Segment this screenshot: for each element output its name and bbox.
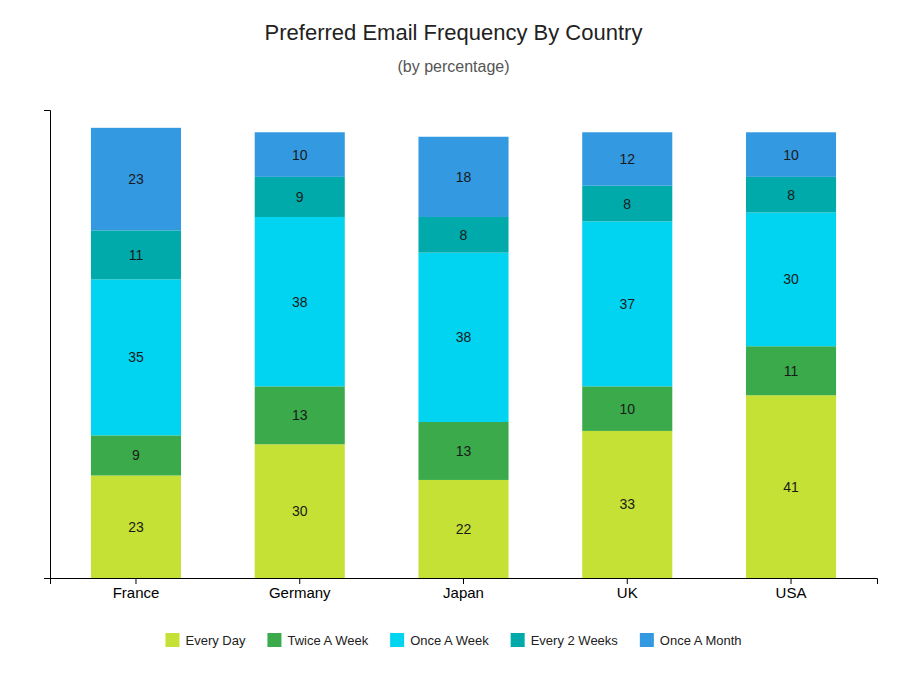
- x-tick: Japan: [443, 578, 484, 601]
- chart: Preferred Email Frequency By Country (by …: [0, 0, 907, 688]
- data-label: 41: [783, 479, 799, 495]
- data-label: 11: [784, 363, 799, 379]
- data-label: 10: [619, 401, 635, 417]
- data-label: 13: [456, 443, 472, 459]
- data-label: 9: [132, 447, 140, 463]
- legend-label: Every 2 Weeks: [531, 633, 619, 648]
- legend-swatch: [390, 633, 404, 647]
- x-axis: France Germany Japan UK USA: [51, 578, 878, 601]
- bar: [582, 431, 672, 578]
- bar: [91, 475, 181, 578]
- bar: [582, 186, 672, 222]
- bar: [418, 137, 508, 217]
- bar: [255, 444, 345, 578]
- bar: [418, 217, 508, 253]
- x-tick: UK: [617, 578, 638, 601]
- legend-label: Once A Week: [410, 633, 489, 648]
- data-label: 10: [292, 147, 308, 163]
- bar: [418, 480, 508, 578]
- bars: [91, 128, 836, 578]
- legend-item: Every Day: [165, 633, 245, 648]
- legend-swatch: [511, 633, 525, 647]
- legend-label: Once A Month: [660, 633, 742, 648]
- bar: [255, 386, 345, 444]
- data-label: 8: [787, 187, 795, 203]
- bar: [582, 386, 672, 431]
- bar: [582, 132, 672, 185]
- legend-item: Once A Month: [640, 633, 742, 648]
- x-tick-label: Germany: [269, 584, 331, 601]
- data-label: 38: [456, 329, 472, 345]
- bar: [418, 253, 508, 422]
- bar: [255, 177, 345, 217]
- x-tick-label: UK: [617, 584, 638, 601]
- title: Preferred Email Frequency By Country: [265, 20, 643, 45]
- legend-label: Twice A Week: [287, 633, 368, 648]
- bar: [582, 221, 672, 386]
- bar: [746, 132, 836, 177]
- x-tick-label: USA: [776, 584, 807, 601]
- legend-swatch: [165, 633, 179, 647]
- bar: [91, 230, 181, 279]
- bar: [91, 128, 181, 231]
- bar: [91, 435, 181, 475]
- data-label: 12: [619, 151, 635, 167]
- subtitle: (by percentage): [397, 58, 509, 75]
- bar: [746, 395, 836, 578]
- legend-label: Every Day: [185, 633, 245, 648]
- x-tick-label: France: [113, 584, 160, 601]
- data-label: 38: [292, 294, 308, 310]
- data-label: 22: [456, 521, 472, 537]
- data-labels: 23 30 22 33 41 9 13 13 10 11 35 38 38 37 30 11 9 8 8 8 23 10 1…: [128, 147, 799, 537]
- legend-item: Once A Week: [390, 633, 489, 648]
- legend-swatch: [640, 633, 654, 647]
- x-tick: USA: [776, 578, 807, 601]
- y-axis-line: [44, 111, 51, 579]
- legend-swatch: [267, 633, 281, 647]
- data-label: 30: [783, 271, 799, 287]
- data-label: 30: [292, 503, 308, 519]
- legend-item: Every 2 Weeks: [511, 633, 619, 648]
- legend-item: Twice A Week: [267, 633, 368, 648]
- data-label: 33: [619, 496, 635, 512]
- data-label: 18: [456, 169, 472, 185]
- x-tick: France: [113, 578, 160, 601]
- data-label: 23: [128, 519, 144, 535]
- data-label: 13: [292, 407, 308, 423]
- x-tick: Germany: [269, 578, 331, 601]
- legend: Every Day Twice A Week Once A Week Every 2 …: [165, 633, 741, 648]
- data-label: 8: [623, 196, 631, 212]
- bar: [746, 213, 836, 347]
- data-label: 10: [783, 147, 799, 163]
- y-axis: [44, 111, 51, 579]
- bar: [418, 422, 508, 480]
- plot: 23 30 22 33 41 9 13 13 10 11 35 38 38 37 30 11 9 8 8 8 23 10 1…: [44, 111, 878, 601]
- bar: [746, 346, 836, 395]
- x-tick-label: Japan: [443, 584, 484, 601]
- data-label: 11: [129, 247, 144, 263]
- bar: [746, 177, 836, 213]
- data-label: 37: [619, 296, 635, 312]
- data-label: 8: [460, 227, 468, 243]
- bar: [91, 279, 181, 435]
- data-label: 9: [296, 189, 304, 205]
- bar: [255, 132, 345, 177]
- data-label: 23: [128, 171, 144, 187]
- bar: [255, 217, 345, 386]
- data-label: 35: [128, 349, 144, 365]
